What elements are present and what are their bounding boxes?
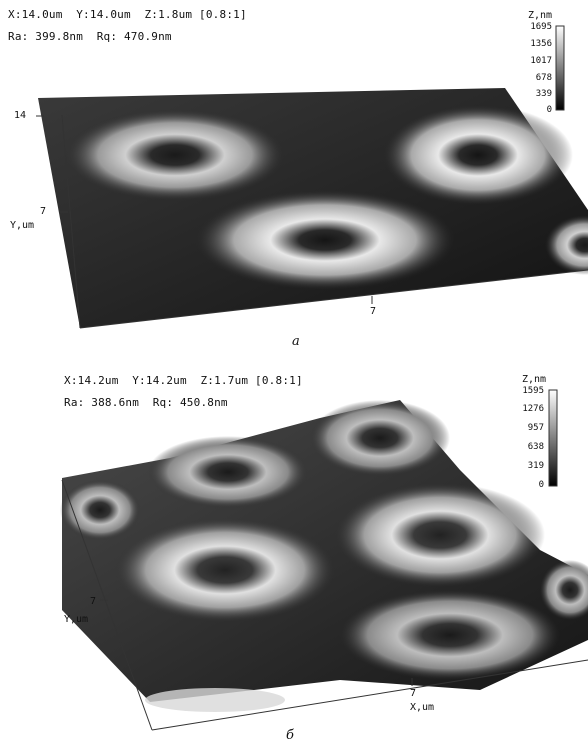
- cell-donut: [115, 518, 335, 622]
- colorbar-tick: 1595: [522, 386, 544, 396]
- cell-donut: [310, 400, 450, 476]
- colorbar-ticks: 1695 1356 1017 678 339 0: [510, 22, 552, 115]
- cell-donut: [340, 590, 560, 680]
- cell-donut: [148, 436, 308, 508]
- colorbar-tick: 1017: [530, 56, 552, 66]
- colorbar-tick: 319: [527, 461, 544, 471]
- afm-surface-a: [36, 25, 588, 329]
- x-tick-7: 7: [370, 306, 377, 317]
- y-axis-label: Y,um: [64, 614, 89, 625]
- y-tick-7: 7: [90, 596, 97, 607]
- roughness-info-line: Ra: 399.8nm Rq: 470.9nm: [8, 30, 172, 43]
- colorbar-title: Z,nm: [522, 374, 547, 385]
- colorbar-a: [555, 25, 565, 111]
- scan-info-line-1: X:14.2um Y:14.2um Z:1.7um [0.8:1]: [64, 374, 303, 387]
- y-axis-label: Y,um: [10, 220, 35, 231]
- x-axis-line: [79, 269, 588, 329]
- scan-info-line-1: X:14.0um Y:14.0um Z:1.8um [0.8:1]: [8, 8, 247, 21]
- cell-donut: [335, 483, 545, 587]
- y-tick-14: 14: [14, 110, 27, 121]
- cell-donut: [65, 109, 285, 201]
- colorbar-tick: 638: [527, 442, 544, 452]
- roughness-info-line: Ra: 388.6nm Rq: 450.8nm: [64, 396, 228, 409]
- colorbar-b: [548, 389, 558, 487]
- afm-panel-a: X:14.0um Y:14.0um Z:1.8um [0.8:1] Ra: 39…: [0, 0, 588, 350]
- afm-surface-b: [60, 389, 588, 731]
- figure-caption-a: a: [292, 334, 300, 349]
- figure-caption-b: б: [286, 728, 294, 743]
- x-tick-7: 7: [410, 688, 417, 699]
- y-tick-7: 7: [40, 206, 47, 217]
- y-axis-line: [61, 479, 153, 731]
- colorbar-tick: 339: [535, 89, 552, 99]
- colorbar-tick: 678: [535, 73, 552, 83]
- colorbar-tick: 1695: [530, 22, 552, 32]
- colorbar-ticks: 1595 1276 957 638 319 0: [500, 386, 544, 490]
- x-axis-line: [151, 659, 588, 731]
- cell-donut-edge: [545, 215, 588, 275]
- cell-donut: [195, 190, 455, 290]
- x-axis-label: X,um: [410, 702, 435, 713]
- colorbar-tick: 0: [538, 480, 544, 490]
- cell-donut-edge: [60, 480, 140, 540]
- colorbar-tick: 0: [546, 105, 552, 115]
- colorbar-tick: 1276: [522, 404, 544, 414]
- cell-edge-bottom: [145, 688, 285, 712]
- colorbar-tick: 1356: [530, 39, 552, 49]
- colorbar-title: Z,nm: [528, 10, 553, 21]
- cell-donut-edge: [540, 560, 588, 620]
- cell-donut: [383, 105, 573, 205]
- colorbar-tick: 957: [527, 423, 544, 433]
- afm-panel-b: X:14.2um Y:14.2um Z:1.7um [0.8:1] Ra: 38…: [0, 360, 588, 746]
- y-axis-line: [61, 114, 81, 329]
